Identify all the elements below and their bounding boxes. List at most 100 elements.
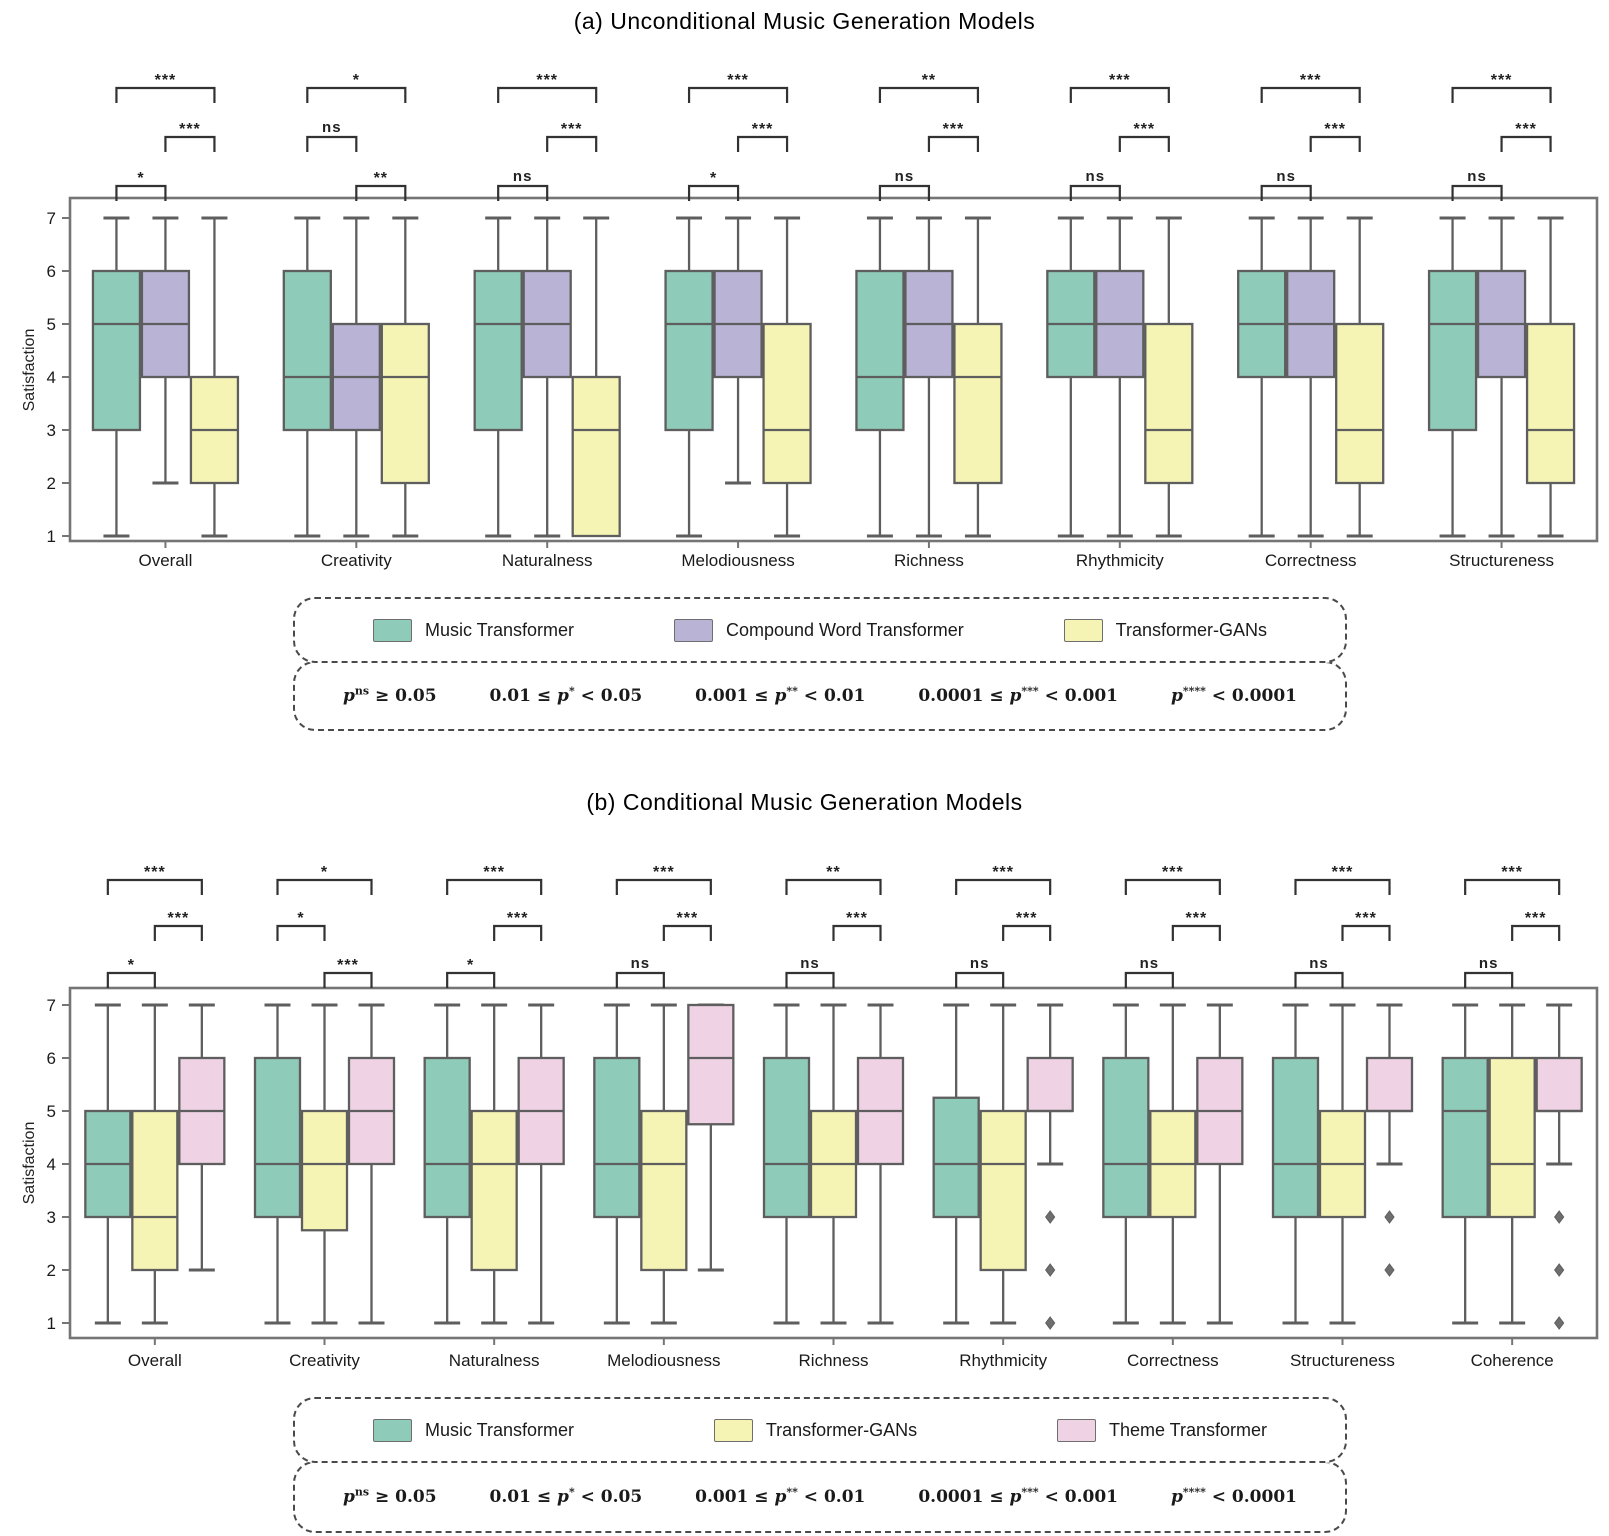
significance-label: *** xyxy=(483,864,505,881)
legend-swatch-yellow-icon xyxy=(713,1418,753,1442)
significance-label: *** xyxy=(992,864,1014,881)
box-music-transformer-rhythmicity xyxy=(1046,216,1096,538)
significance-label: ns xyxy=(1140,955,1160,972)
significance-label: *** xyxy=(144,864,166,881)
significance-bracket xyxy=(1124,971,1174,988)
y-tick-label: 4 xyxy=(47,368,56,387)
category-label: Correctness xyxy=(1265,551,1357,570)
significance-bracket xyxy=(832,924,882,941)
p-key-item: 0.0001 ≤ p*** < 0.001 xyxy=(918,684,1118,706)
box-music-transformer-overall xyxy=(84,1003,132,1325)
category-label: Correctness xyxy=(1127,1351,1219,1370)
box-transformer-gans-rhythmicity xyxy=(979,1003,1027,1325)
box-transformer-gans-overall xyxy=(131,1003,179,1325)
outlier-diamond xyxy=(1554,1210,1565,1224)
category-label: Naturalness xyxy=(449,1351,540,1370)
significance-label: *** xyxy=(1332,864,1354,881)
significance-bracket xyxy=(446,971,496,988)
box xyxy=(1271,1056,1320,1219)
significance-bracket xyxy=(615,878,712,895)
p-key-item: p**** < 0.0001 xyxy=(1170,1485,1297,1507)
significance-bracket xyxy=(662,924,712,941)
significance-label: * xyxy=(467,957,474,974)
category-label: Overall xyxy=(139,551,193,570)
box xyxy=(1441,1056,1489,1219)
significance-label: *** xyxy=(1109,72,1131,89)
significance-label: ** xyxy=(826,864,840,881)
significance-bracket xyxy=(955,971,1005,988)
box-compound-word-transformer-correctness xyxy=(1286,216,1336,538)
significance-label: ns xyxy=(1086,168,1106,185)
box-theme-transformer-richness xyxy=(856,1003,905,1325)
box-compound-word-transformer-overall xyxy=(140,216,191,485)
panel-a-title: (a) Unconditional Music Generation Model… xyxy=(573,8,1036,34)
significance-bracket xyxy=(1294,971,1344,988)
significance-bracket xyxy=(687,86,789,103)
box xyxy=(1335,322,1385,485)
y-tick-label: 3 xyxy=(47,1208,56,1227)
significance-bracket xyxy=(276,878,373,895)
significance-label: *** xyxy=(167,910,189,927)
y-tick-label: 2 xyxy=(47,1261,56,1280)
significance-bracket xyxy=(1451,184,1503,201)
significance-bracket xyxy=(493,924,543,941)
box-theme-transformer-melodiousness xyxy=(687,1003,735,1272)
significance-bracket xyxy=(1294,878,1391,895)
legend-label: Music Transformer xyxy=(425,1419,575,1440)
box-transformer-gans-melodiousness xyxy=(640,1003,688,1325)
significance-label: *** xyxy=(337,957,359,974)
category-label: Structureness xyxy=(1290,1351,1395,1370)
box-theme-transformer-creativity xyxy=(347,1003,396,1325)
panel-b-title: (b) Conditional Music Generation Models xyxy=(586,789,1023,815)
axes-frame xyxy=(68,196,1599,543)
y-tick-label: 6 xyxy=(47,262,56,281)
box xyxy=(300,1109,349,1232)
box xyxy=(640,1109,688,1272)
box-music-transformer-melodiousness xyxy=(664,216,714,538)
significance-label: *** xyxy=(1133,121,1155,138)
box xyxy=(1427,269,1478,432)
significance-label: *** xyxy=(155,72,177,89)
panel-a-y-axis-label: Satisfaction xyxy=(21,328,38,412)
panel-a-legend: Music Transformer Compound Word Transfor… xyxy=(293,597,1347,663)
box-transformer-gans-rhythmicity xyxy=(1144,216,1194,538)
legend-swatch-teal-icon xyxy=(373,1418,412,1442)
significance-bracket xyxy=(736,135,789,152)
box-music-transformer-naturalness xyxy=(473,216,523,538)
box xyxy=(1488,1056,1536,1219)
category-label: Richness xyxy=(799,1351,869,1370)
significance-label: *** xyxy=(676,910,698,927)
significance-bracket xyxy=(115,184,167,201)
box xyxy=(1026,1056,1074,1113)
box-transformer-gans-naturalness xyxy=(571,216,621,538)
box-theme-transformer-naturalness xyxy=(517,1003,565,1325)
legend-swatch-teal-icon xyxy=(373,618,412,642)
outlier-diamond xyxy=(1384,1263,1395,1277)
legend-item: Compound Word Transformer xyxy=(673,618,964,642)
category-label: Rhythmicity xyxy=(959,1351,1047,1370)
box-theme-transformer-correctness xyxy=(1196,1003,1244,1325)
box-transformer-gans-naturalness xyxy=(470,1003,518,1325)
legend-label: Theme Transformer xyxy=(1108,1419,1267,1440)
box-compound-word-transformer-structureness xyxy=(1476,216,1527,538)
significance-label: *** xyxy=(179,121,201,138)
significance-label: ns xyxy=(895,168,915,185)
box-music-transformer-creativity xyxy=(253,1003,302,1325)
box xyxy=(1535,1056,1583,1113)
box xyxy=(687,1003,735,1126)
box xyxy=(979,1109,1027,1272)
box-music-transformer-overall xyxy=(91,216,142,538)
y-tick-label: 1 xyxy=(47,1314,56,1333)
category-label: Melodiousness xyxy=(681,551,794,570)
significance-bracket xyxy=(1464,878,1561,895)
box xyxy=(1365,1056,1414,1113)
y-tick-label: 2 xyxy=(47,474,56,493)
significance-label: *** xyxy=(1016,910,1038,927)
box xyxy=(571,375,621,538)
box xyxy=(1102,1056,1150,1219)
box-music-transformer-coherence xyxy=(1441,1003,1489,1325)
significance-label: *** xyxy=(1501,864,1523,881)
significance-bracket xyxy=(1069,184,1121,201)
legend-item: Transformer-GANs xyxy=(713,1418,917,1442)
